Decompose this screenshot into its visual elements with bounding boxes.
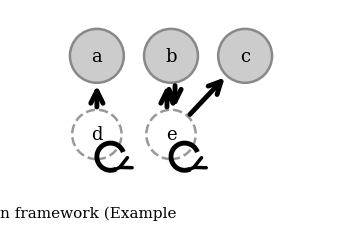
Circle shape [72,110,122,160]
Text: e: e [166,126,176,144]
Circle shape [144,30,198,83]
Circle shape [218,30,272,83]
Text: n framework (Example: n framework (Example [0,206,181,220]
Text: c: c [240,48,250,65]
Circle shape [70,30,124,83]
Text: b: b [165,48,177,65]
Text: a: a [92,48,102,65]
Text: d: d [91,126,103,144]
Circle shape [146,110,196,160]
